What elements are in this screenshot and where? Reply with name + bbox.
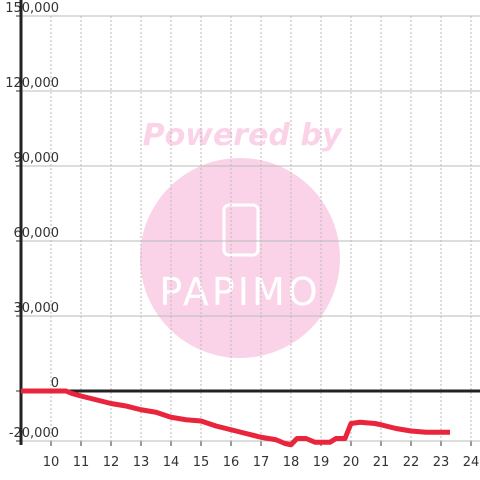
y-tick-label: 60,000 [14,226,60,241]
data-line [21,388,450,448]
x-tick-label: 15 [193,455,210,470]
x-tick-label: 12 [103,455,120,470]
watermark-circle [140,158,340,358]
x-tick-label: 13 [133,455,150,470]
x-tick-label: 14 [163,455,180,470]
y-tick-label: 90,000 [14,151,60,166]
x-tick-label: 10 [43,455,60,470]
x-tick-label: 11 [73,455,90,470]
watermark-logo: PAPIMO [159,270,320,314]
y-tick-label: 0 [51,376,59,391]
x-tick-label: 17 [253,455,270,470]
watermark-top: Powered by [143,118,343,153]
x-tick-label: 22 [403,455,420,470]
x-tick-label: 23 [433,455,450,470]
x-tick-label: 20 [343,455,360,470]
y-tick-label: 30,000 [14,301,60,316]
y-tick-label: -20,000 [9,426,59,441]
x-tick-label: 19 [313,455,330,470]
watermark-phone [222,203,260,257]
x-tick-label: 21 [373,455,390,470]
x-tick-label: 24 [463,455,480,470]
x-tick-label: 16 [223,455,240,470]
y-tick-label: 120,000 [5,76,59,91]
y-tick-label: 150,000 [5,1,59,16]
x-tick-label: 18 [283,455,300,470]
